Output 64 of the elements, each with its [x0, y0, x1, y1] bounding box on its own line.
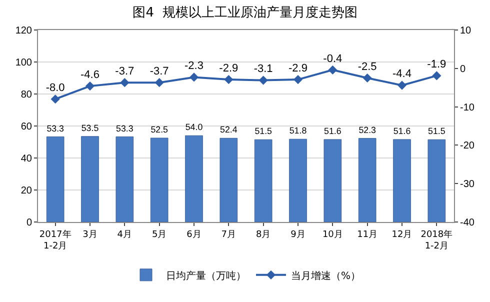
data-label: -4.4	[392, 68, 412, 80]
data-label: 52.5	[150, 124, 168, 135]
data-label: 52.3	[358, 124, 376, 135]
point	[189, 72, 199, 82]
data-label: 51.5	[428, 126, 446, 136]
y2-tick-label: -10	[460, 102, 475, 114]
legend-label: 日均产量（万吨）	[166, 270, 246, 282]
data-label: -2.9	[219, 62, 238, 74]
y2-tick-label: -40	[460, 218, 475, 228]
point	[85, 82, 95, 91]
x-tick-label: 2017年 1-2月	[39, 228, 72, 252]
data-label: 51.6	[324, 126, 342, 136]
data-label: 53.3	[46, 123, 64, 134]
legend-label: 当月增速（%）	[291, 270, 361, 282]
point	[328, 65, 338, 74]
y-tick-label: 20	[20, 186, 32, 196]
y2-tick-label: 0	[460, 64, 466, 75]
x-tick-label: 7月	[221, 230, 236, 240]
x-tick-label: 5月	[152, 230, 167, 240]
data-label: -2.5	[358, 60, 377, 73]
x-tick-label: 3月	[82, 230, 98, 240]
data-label: -1.9	[427, 58, 446, 71]
point	[362, 73, 372, 83]
data-label: -4.6	[80, 68, 100, 81]
chart-title: 图4 规模以上工业原油产量月度走势图	[132, 4, 358, 21]
y-tick-label: 0	[26, 218, 32, 228]
data-label: -3.7	[115, 65, 134, 78]
point	[293, 74, 303, 84]
x-tick-label: 2018年 1-2月	[420, 228, 453, 252]
data-label: -2.9	[288, 62, 308, 74]
x-tick-label: 6月	[186, 230, 202, 240]
point	[397, 80, 407, 90]
point	[120, 78, 130, 88]
y2-tick-label: -30	[460, 179, 475, 190]
x-tick-label: 11月	[357, 230, 378, 240]
y2-tick-label: 10	[460, 26, 472, 36]
data-label: 51.6	[393, 126, 411, 136]
data-label: 51.5	[254, 126, 272, 136]
x-tick-label: 12月	[392, 230, 412, 240]
x-tick-label: 8月	[256, 230, 271, 240]
y-tick-label: 40	[20, 154, 32, 164]
x-tick-label: 10月	[322, 230, 343, 240]
point	[224, 74, 234, 84]
point	[258, 76, 268, 85]
data-label: 51.8	[289, 126, 307, 136]
x-tick-label: 4月	[117, 230, 132, 240]
y2-tick-label: -20	[460, 140, 475, 152]
y-tick-label: 80	[20, 90, 32, 100]
x-tick-label: 9月	[290, 230, 306, 240]
point	[432, 71, 442, 80]
y-tick-label: 120	[15, 26, 32, 36]
y-tick-label: 60	[20, 122, 32, 132]
data-label: -2.3	[184, 60, 204, 72]
data-label: -3.7	[150, 65, 169, 78]
data-label: 53.5	[81, 122, 99, 133]
point	[154, 78, 164, 88]
y-tick-label: 100	[15, 58, 32, 68]
data-label: 54.0	[185, 122, 203, 132]
data-label: 53.3	[116, 123, 134, 134]
point	[50, 94, 60, 104]
data-label: -0.4	[323, 52, 342, 65]
data-label: -3.1	[254, 63, 273, 76]
data-label: -8.0	[46, 82, 65, 94]
data-label: 52.4	[220, 124, 238, 135]
